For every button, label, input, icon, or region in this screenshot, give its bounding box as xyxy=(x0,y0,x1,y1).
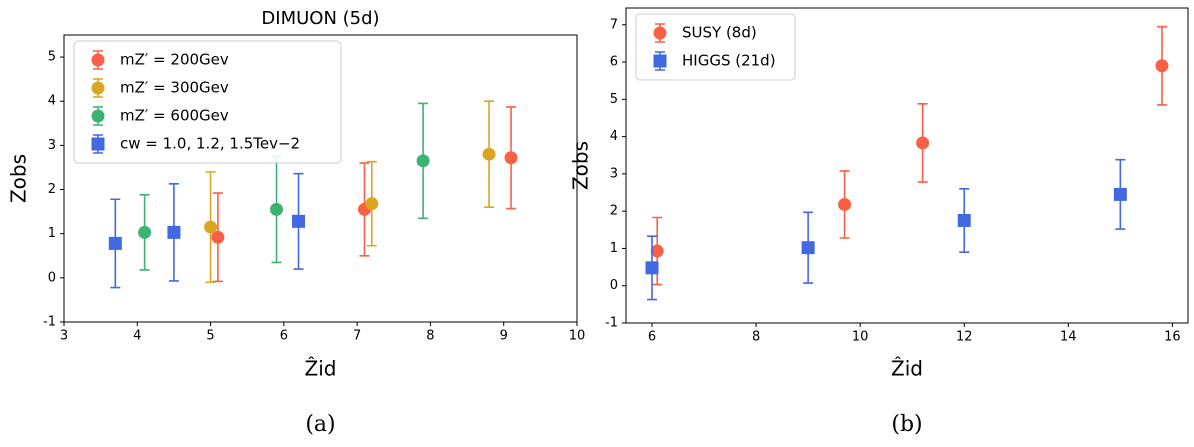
x-axis-label: Ẑid xyxy=(305,357,337,381)
chart-title: DIMUON (5d) xyxy=(261,8,379,29)
y-tick-label: 0 xyxy=(610,278,618,293)
marker xyxy=(365,197,379,211)
x-tick-label: 7 xyxy=(353,329,361,344)
legend-marker xyxy=(91,53,105,67)
marker xyxy=(650,244,664,258)
marker xyxy=(211,230,225,244)
y-tick-label: 2 xyxy=(610,204,618,219)
y-tick-label: 3 xyxy=(610,166,618,181)
y-tick-label: 7 xyxy=(610,17,618,32)
legend-label: mZ′ = 300Gev xyxy=(120,79,229,97)
marker xyxy=(416,154,430,168)
y-tick-label: 5 xyxy=(610,92,618,107)
marker xyxy=(270,202,284,216)
y-tick-label: 3 xyxy=(48,138,56,153)
x-tick-label: 16 xyxy=(1164,330,1181,345)
legend-marker xyxy=(653,54,667,68)
x-tick-label: 6 xyxy=(648,330,656,345)
y-tick-label: 1 xyxy=(610,241,618,256)
plot-frame xyxy=(63,34,578,323)
legend-label: HIGGS (21d) xyxy=(682,52,776,70)
legend-label: cw = 1.0, 1.2, 1.5Tev−2 xyxy=(120,135,300,153)
marker xyxy=(482,147,496,161)
legend-label: mZ′ = 600Gev xyxy=(120,107,229,125)
plot-frame xyxy=(625,7,1189,324)
y-tick-label: 4 xyxy=(610,129,618,144)
x-tick-label: 6 xyxy=(280,329,288,344)
x-tick-label: 3 xyxy=(60,329,68,344)
legend-marker xyxy=(653,26,667,40)
x-tick-label: 10 xyxy=(852,330,869,345)
marker xyxy=(645,261,659,275)
marker xyxy=(1155,59,1169,73)
marker xyxy=(838,197,852,211)
x-tick-label: 10 xyxy=(569,329,586,344)
marker xyxy=(1113,187,1127,201)
legend-frame xyxy=(635,13,796,81)
y-tick-label: 4 xyxy=(48,94,56,109)
y-tick-label: 6 xyxy=(610,55,618,70)
marker xyxy=(504,151,518,165)
y-tick-label: 0 xyxy=(48,270,56,285)
x-tick-label: 8 xyxy=(752,330,760,345)
y-tick-label: -1 xyxy=(43,315,56,330)
y-tick-label: 2 xyxy=(48,182,56,197)
y-axis-label: Zobs xyxy=(7,154,31,203)
marker xyxy=(957,213,971,227)
legend-frame xyxy=(73,40,342,164)
marker xyxy=(108,236,122,250)
x-tick-label: 14 xyxy=(1060,330,1077,345)
marker xyxy=(204,220,218,234)
legend-marker xyxy=(91,109,105,123)
legend-marker xyxy=(91,81,105,95)
caption: (b) xyxy=(891,412,922,437)
y-tick-label: 1 xyxy=(48,226,56,241)
x-tick-label: 8 xyxy=(426,329,434,344)
x-axis-label: Ẑid xyxy=(891,357,923,381)
marker xyxy=(138,225,152,239)
y-axis-label: Zobs xyxy=(569,141,593,190)
x-tick-label: 4 xyxy=(133,329,141,344)
marker xyxy=(167,225,181,239)
x-tick-label: 12 xyxy=(956,330,973,345)
y-tick-label: -1 xyxy=(605,316,618,331)
marker xyxy=(916,136,930,150)
legend-marker xyxy=(91,137,105,151)
legend-label: mZ′ = 200Gev xyxy=(120,51,229,69)
marker xyxy=(801,241,815,255)
x-tick-label: 9 xyxy=(500,329,508,344)
caption: (a) xyxy=(305,412,335,437)
y-tick-label: 5 xyxy=(48,50,56,65)
x-tick-label: 5 xyxy=(206,329,214,344)
legend-label: SUSY (8d) xyxy=(682,24,757,42)
marker xyxy=(292,214,306,228)
